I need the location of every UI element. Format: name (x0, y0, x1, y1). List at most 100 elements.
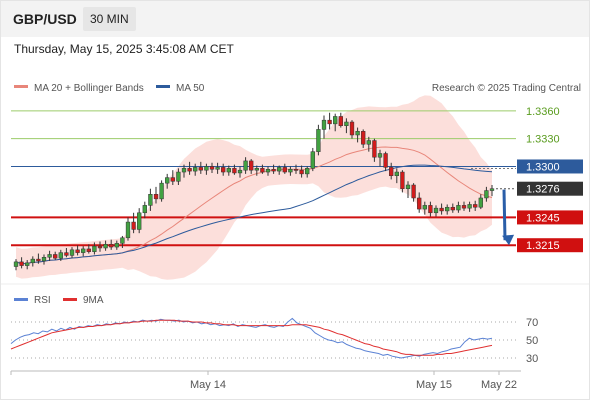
candle-body (120, 237, 125, 244)
candle-body (321, 119, 327, 130)
candle-body (237, 169, 243, 174)
pair-title: GBP/USD (13, 11, 77, 27)
candle-body (411, 184, 416, 199)
candle-body (282, 167, 287, 173)
candle-body (316, 129, 321, 152)
rsi-ma-line (10, 319, 493, 356)
candle-body (187, 168, 192, 172)
x-tick-label: May 15 (416, 379, 452, 391)
candle-body (394, 171, 399, 176)
candle-body (193, 167, 198, 172)
candle-body (226, 168, 231, 173)
forecast-arrow-shaft (502, 189, 507, 241)
rsi-level-label: 70 (526, 317, 538, 329)
candle-body (36, 258, 41, 262)
rsi-level-label: 50 (526, 335, 538, 347)
candle-body (159, 182, 164, 200)
candle-body (428, 205, 433, 214)
candle-body (439, 207, 444, 212)
candle-body (489, 188, 495, 191)
candle-body (13, 261, 19, 267)
candle-body (92, 245, 97, 252)
candle-body (293, 169, 299, 171)
candle-body (338, 116, 343, 126)
moving-averages (15, 146, 493, 265)
candle-body (19, 261, 24, 266)
candle-body (254, 168, 259, 171)
candle-body (299, 169, 304, 175)
rsi-panel: 70 50 30 (10, 317, 538, 365)
candle-body (75, 249, 80, 253)
candle-body (86, 248, 91, 252)
candle-body (204, 166, 209, 171)
candle-body (81, 248, 86, 253)
candle-body (327, 119, 332, 125)
rsi-ma-legend-swatch (63, 298, 77, 301)
candle-body (148, 194, 153, 206)
candle-body (361, 131, 366, 145)
timeframe-badge[interactable]: 30 MIN (83, 7, 136, 31)
candle-body (198, 167, 203, 171)
candle-body (383, 153, 388, 168)
candle-body (215, 167, 220, 170)
credit-text: Research © 2025 Trading Central (432, 83, 581, 94)
candle-body (142, 205, 147, 214)
candle-body (232, 168, 237, 174)
candle-body (417, 197, 422, 210)
timestamp: Thursday, May 15, 2025 3:45:08 AM CET (14, 42, 234, 56)
candle-body (467, 204, 472, 209)
candle-body (209, 166, 215, 170)
rsi-ma-legend-label: 9MA (83, 295, 104, 306)
candle-body (433, 207, 439, 214)
candle-body (277, 167, 282, 172)
ma50-line (15, 164, 493, 265)
forecast-arrow (502, 189, 515, 246)
level-label: 1.3330 (526, 134, 560, 146)
candle-body (69, 249, 75, 256)
level-label: 1.3215 (526, 240, 560, 252)
x-tick-label: May 14 (190, 379, 226, 391)
bb-legend-label: MA 20 + Bollinger Bands (34, 83, 144, 94)
candle-body (137, 212, 142, 230)
candle-body (64, 252, 69, 256)
candle-body (249, 160, 254, 171)
level-label-box (517, 210, 583, 225)
candle-body (333, 116, 338, 125)
candle-body (165, 177, 170, 184)
level-label: 1.3300 (526, 161, 560, 173)
candle-body (25, 262, 30, 266)
x-tick-label: May 22 (481, 379, 517, 391)
candle-body (450, 206, 455, 211)
level-label: 1.3360 (526, 106, 560, 118)
price-levels (11, 110, 516, 247)
bollinger-bands (16, 95, 492, 280)
candle-body (30, 258, 35, 264)
candle-body (366, 140, 371, 145)
candle-body (170, 177, 175, 182)
candle-body (372, 140, 377, 158)
candle-body (445, 206, 450, 212)
candle-body (461, 205, 467, 209)
rsi-legend-label: RSI (34, 295, 51, 306)
candle-body (456, 205, 461, 211)
bollinger-band-fill (16, 95, 492, 280)
ma50-legend-label: MA 50 (176, 83, 205, 94)
candle-body (288, 169, 293, 173)
rsi-level-label: 30 (526, 353, 538, 365)
ma50-legend-swatch (156, 85, 170, 88)
candle-body (473, 204, 478, 208)
candle-body (484, 190, 489, 199)
candle-body (389, 167, 394, 176)
candle-body (53, 254, 58, 259)
candle-body (97, 245, 103, 249)
candle-body (305, 168, 310, 175)
x-axis-ticks: May 14 May 15 May 22 (10, 371, 517, 391)
candle-body (405, 184, 411, 189)
candle-body (125, 221, 131, 239)
level-label-box (517, 238, 583, 253)
level-label-box (517, 159, 583, 174)
header-bar: GBP/USD 30 MIN (1, 1, 589, 37)
candle-body (114, 243, 119, 248)
candle-body (265, 169, 271, 173)
